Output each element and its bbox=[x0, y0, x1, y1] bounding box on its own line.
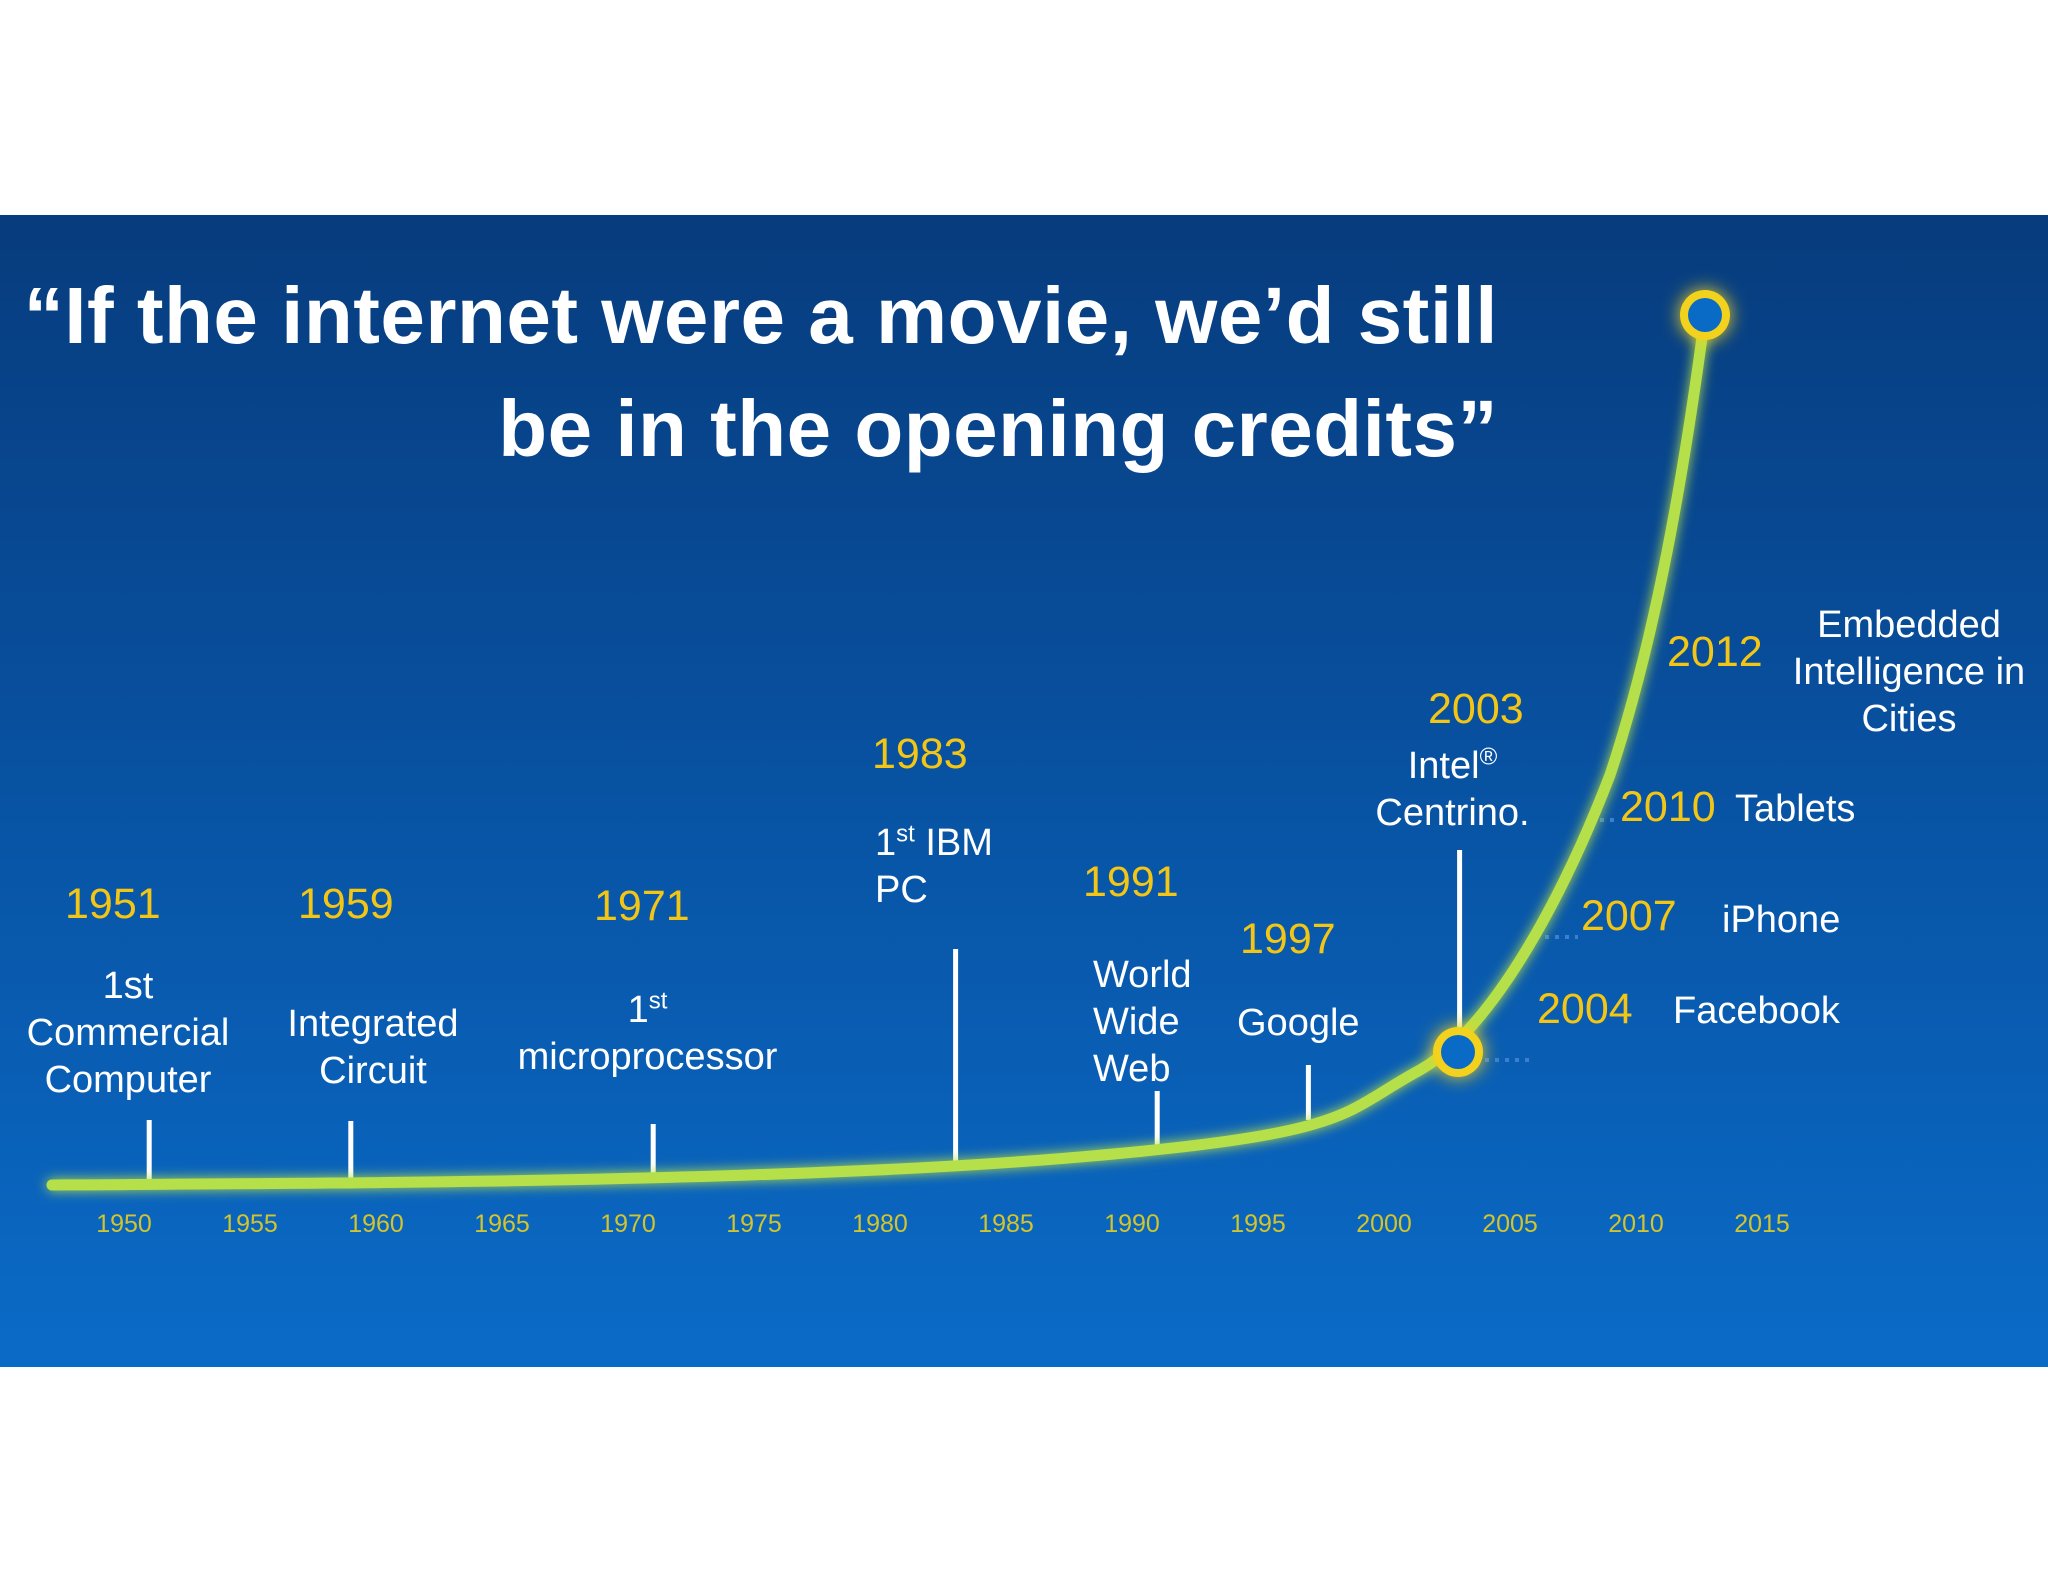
label-line: Cities bbox=[1861, 698, 1957, 740]
growth-curve bbox=[46, 309, 1711, 1191]
milestone-year-2003: 2003 bbox=[1428, 685, 1524, 733]
x-tick-label: 1960 bbox=[348, 1210, 404, 1238]
x-tick-label: 2010 bbox=[1608, 1210, 1664, 1238]
milestone-dot-2003 bbox=[1433, 1027, 1483, 1077]
x-tick-label: 1970 bbox=[600, 1210, 656, 1238]
label-line: Wide bbox=[1093, 1001, 1180, 1043]
label-line: Computer bbox=[44, 1059, 212, 1101]
label-line: Integrated bbox=[287, 1003, 459, 1045]
label-superscript: st bbox=[896, 820, 915, 848]
x-tick-label: 1950 bbox=[96, 1210, 152, 1238]
milestone-label-1983: 1st IBM PC bbox=[875, 820, 993, 914]
label-line: Embedded bbox=[1817, 604, 2001, 646]
label-line: iPhone bbox=[1722, 899, 1841, 941]
milestone-label-1991: World Wide Web bbox=[1093, 952, 1192, 1093]
milestone-label-2012: Embedded Intelligence in Cities bbox=[1780, 602, 2038, 743]
label-superscript: st bbox=[648, 987, 668, 1015]
milestone-year-1997: 1997 bbox=[1240, 915, 1336, 963]
x-tick-label: 1955 bbox=[222, 1210, 278, 1238]
label-line: Web bbox=[1093, 1048, 1171, 1090]
x-tick-label: 1975 bbox=[726, 1210, 782, 1238]
milestone-year-1971: 1971 bbox=[594, 882, 690, 930]
x-tick-label: 1990 bbox=[1104, 1210, 1160, 1238]
label-line: Intelligence in bbox=[1792, 651, 2026, 693]
label-main: 1 bbox=[875, 822, 897, 864]
label-line: World bbox=[1093, 954, 1192, 996]
label-line: Commercial bbox=[26, 1012, 230, 1054]
milestone-label-1959: Integrated Circuit bbox=[278, 1001, 468, 1095]
label-line: PC bbox=[875, 869, 928, 911]
milestone-year-2012: 2012 bbox=[1667, 628, 1763, 676]
x-tick-label: 2015 bbox=[1734, 1210, 1790, 1238]
label-line: Circuit bbox=[319, 1050, 427, 1092]
label-line: Centrino. bbox=[1375, 792, 1530, 834]
milestone-year-1959: 1959 bbox=[298, 880, 394, 928]
label-rest: IBM bbox=[914, 822, 993, 864]
slide: “If the internet were a movie, we’d stil… bbox=[0, 215, 2048, 1367]
label-main: 1 bbox=[627, 989, 649, 1031]
milestone-year-1951: 1951 bbox=[65, 880, 161, 928]
x-tick-label: 2000 bbox=[1356, 1210, 1412, 1238]
milestone-year-2007: 2007 bbox=[1581, 892, 1677, 940]
milestone-year-1991: 1991 bbox=[1083, 858, 1179, 906]
label-line: Google bbox=[1237, 1002, 1360, 1044]
x-tick-label: 2005 bbox=[1482, 1210, 1538, 1238]
label-line: 1st bbox=[102, 965, 154, 1007]
timeline-chart bbox=[46, 290, 1730, 1191]
label-line: Facebook bbox=[1673, 990, 1840, 1032]
milestone-label-1997: Google bbox=[1237, 1000, 1360, 1047]
quote-line-1: “If the internet were a movie, we’d stil… bbox=[23, 271, 1498, 360]
milestone-label-2003: Intel® Centrino. bbox=[1355, 743, 1550, 837]
milestone-label-1951: 1st Commercial Computer bbox=[18, 963, 238, 1104]
milestone-dot-top bbox=[1680, 290, 1730, 340]
label-line: Tablets bbox=[1735, 788, 1856, 830]
milestone-label-2004: Facebook bbox=[1673, 988, 1840, 1035]
x-tick-label: 1985 bbox=[978, 1210, 1034, 1238]
milestone-label-2007: iPhone bbox=[1722, 897, 1840, 944]
quote-line-2: be in the opening credits” bbox=[498, 384, 1498, 473]
milestone-label-2010: Tablets bbox=[1735, 786, 1855, 833]
label-line: microprocessor bbox=[517, 1036, 778, 1078]
label-superscript: ® bbox=[1479, 743, 1498, 771]
label-main: Intel bbox=[1407, 745, 1480, 787]
milestone-year-1983: 1983 bbox=[872, 730, 968, 778]
x-tick-label: 1995 bbox=[1230, 1210, 1286, 1238]
x-tick-label: 1965 bbox=[474, 1210, 530, 1238]
milestone-year-2010: 2010 bbox=[1620, 783, 1716, 831]
milestone-label-1971: 1st microprocessor bbox=[500, 987, 795, 1081]
x-tick-label: 1980 bbox=[852, 1210, 908, 1238]
milestone-year-2004: 2004 bbox=[1537, 985, 1633, 1033]
